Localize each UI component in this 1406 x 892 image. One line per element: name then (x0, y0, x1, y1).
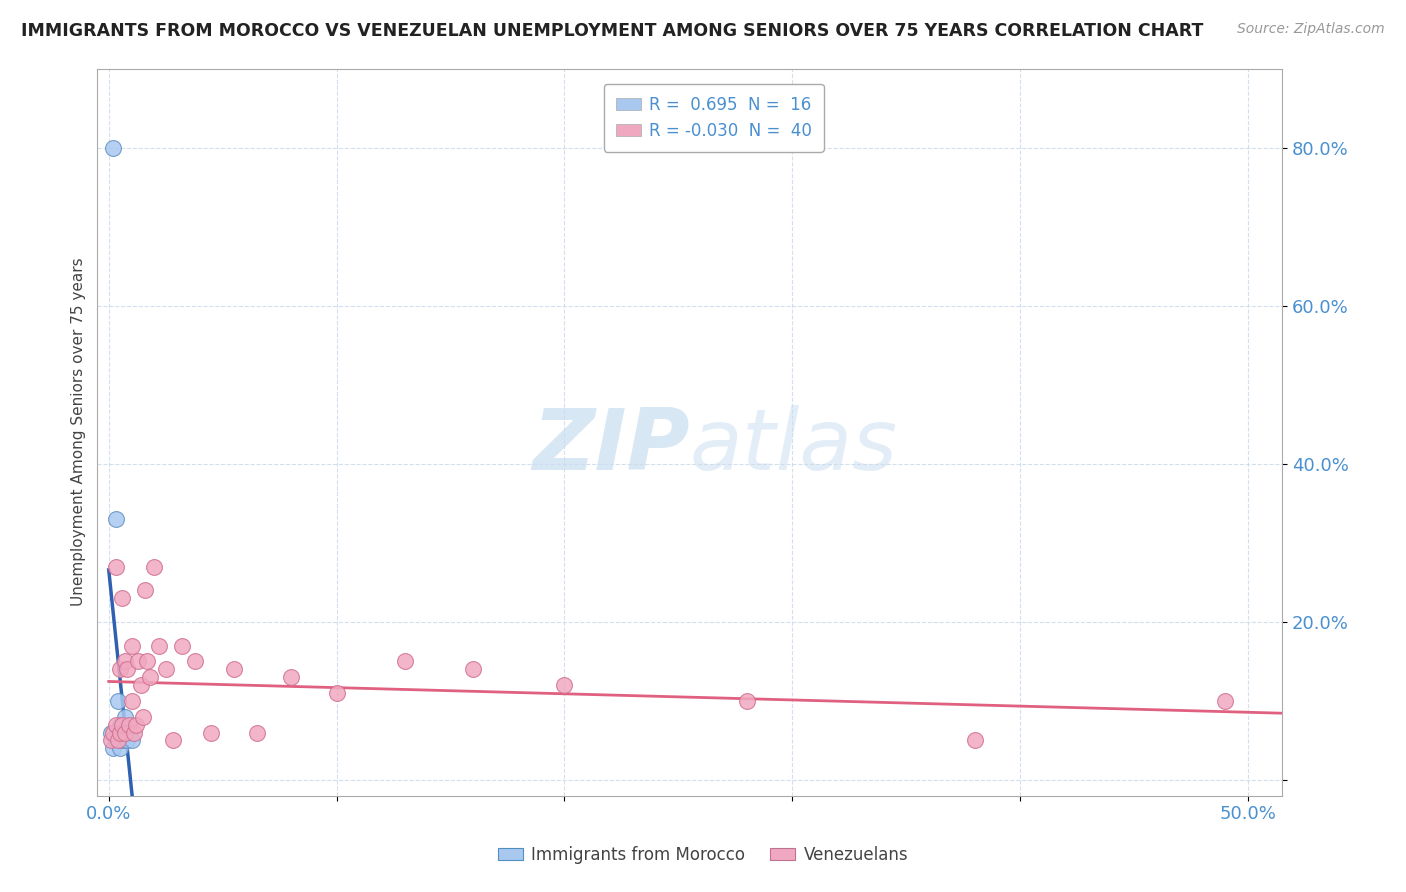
Text: Source: ZipAtlas.com: Source: ZipAtlas.com (1237, 22, 1385, 37)
Y-axis label: Unemployment Among Seniors over 75 years: Unemployment Among Seniors over 75 years (72, 258, 86, 607)
Point (735, 694, 758, 708)
Point (103, 725, 125, 739)
Point (108, 717, 131, 731)
Point (121, 639, 143, 653)
Point (115, 733, 138, 747)
Text: IMMIGRANTS FROM MOROCCO VS VENEZUELAN UNEMPLOYMENT AMONG SENIORS OVER 75 YEARS C: IMMIGRANTS FROM MOROCCO VS VENEZUELAN UN… (21, 22, 1204, 40)
Point (100, 725, 122, 739)
Point (170, 639, 193, 653)
Point (184, 654, 207, 668)
Point (121, 694, 143, 708)
Point (129, 678, 152, 692)
Point (114, 725, 136, 739)
Point (463, 662, 485, 676)
Point (100, 733, 122, 747)
Point (136, 654, 159, 668)
Point (200, 725, 222, 739)
Point (963, 733, 986, 747)
Point (104, 512, 127, 526)
Point (246, 725, 269, 739)
Point (107, 733, 129, 747)
Point (134, 583, 156, 598)
Point (280, 670, 302, 684)
Point (111, 717, 134, 731)
Legend: R =  0.695  N =  16, R = -0.030  N =  40: R = 0.695 N = 16, R = -0.030 N = 40 (605, 84, 824, 152)
Point (104, 559, 127, 574)
Text: ZIP: ZIP (531, 405, 690, 488)
Point (121, 733, 143, 747)
Point (108, 725, 131, 739)
Point (127, 654, 149, 668)
Point (114, 709, 136, 723)
Point (103, 741, 125, 756)
Point (162, 733, 184, 747)
Point (111, 733, 134, 747)
Point (114, 654, 136, 668)
Point (108, 662, 131, 676)
Point (143, 559, 166, 574)
Point (148, 639, 170, 653)
Point (108, 741, 131, 756)
Point (155, 662, 177, 676)
Point (114, 725, 136, 739)
Point (103, 140, 125, 154)
Point (139, 670, 162, 684)
Point (118, 725, 141, 739)
Point (122, 725, 145, 739)
Point (325, 686, 347, 700)
Point (125, 717, 148, 731)
Point (115, 662, 138, 676)
Text: atlas: atlas (690, 405, 898, 488)
Point (104, 717, 127, 731)
Point (107, 725, 129, 739)
Point (111, 591, 134, 606)
Point (132, 709, 155, 723)
Point (104, 733, 127, 747)
Legend: Immigrants from Morocco, Venezuelans: Immigrants from Morocco, Venezuelans (491, 839, 915, 871)
Point (1213, 694, 1236, 708)
Point (553, 678, 575, 692)
Point (222, 662, 245, 676)
Point (394, 654, 416, 668)
Point (107, 694, 129, 708)
Point (111, 717, 134, 731)
Point (118, 717, 141, 731)
